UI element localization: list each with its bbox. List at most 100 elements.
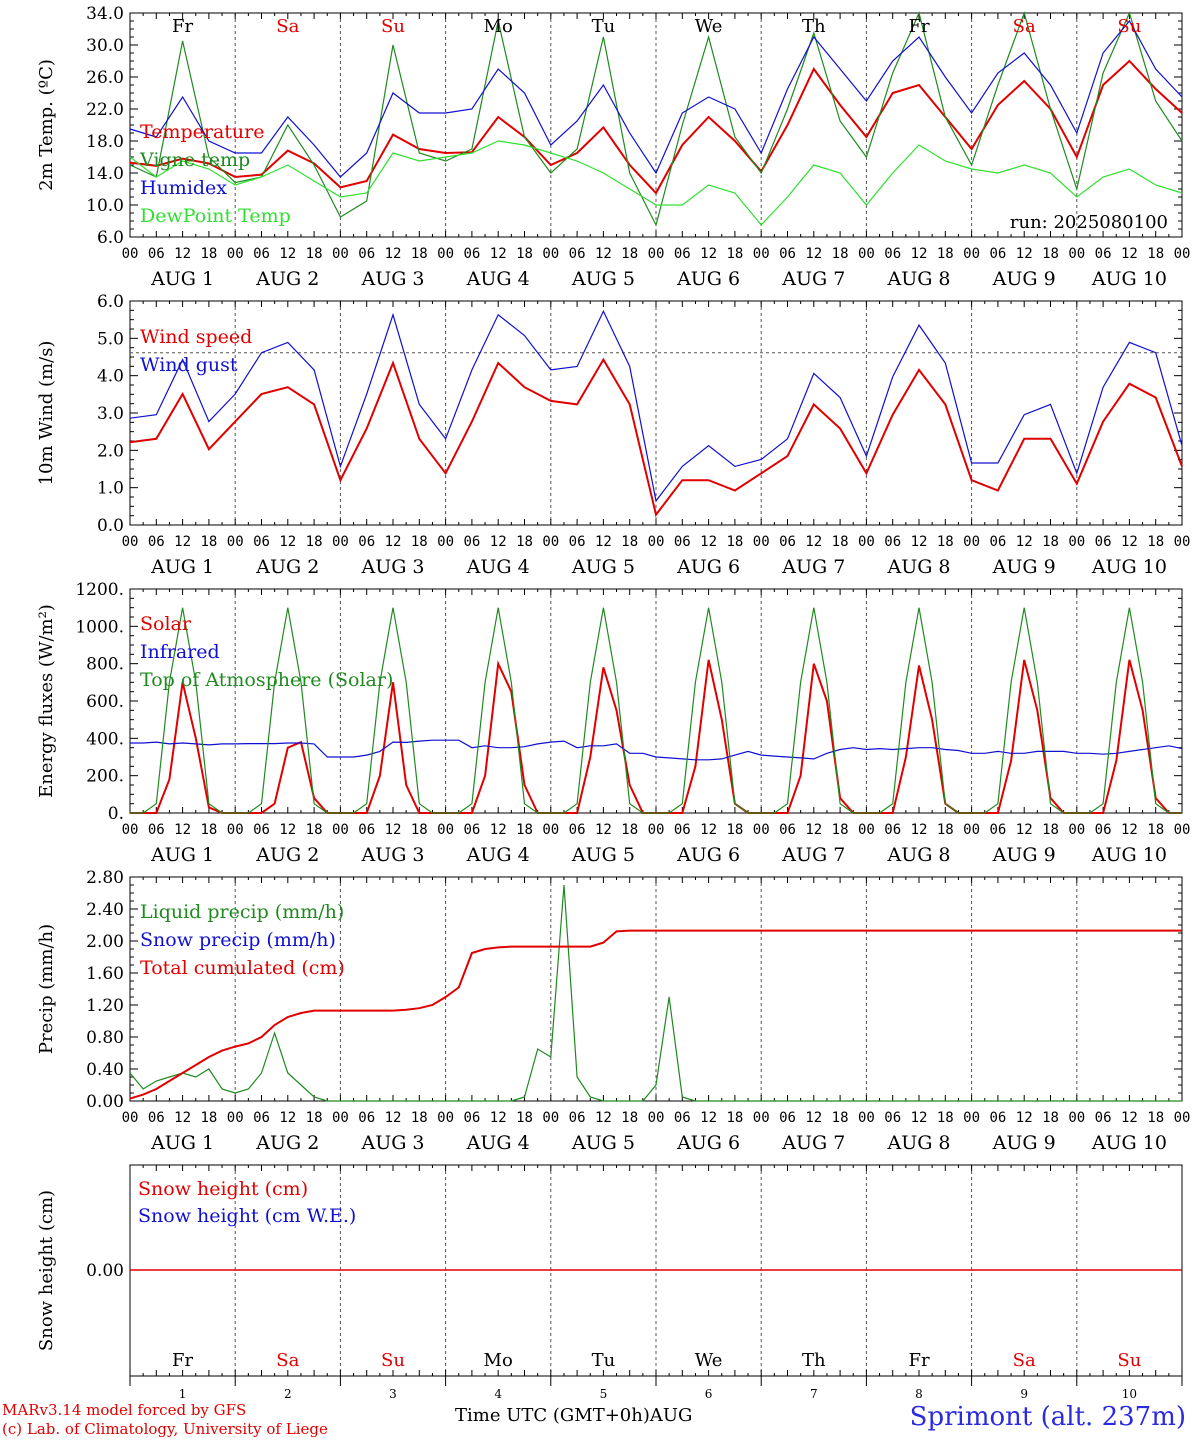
- hour-tick-label: 00: [963, 1110, 980, 1126]
- legend-entry: Snow height (cm): [138, 1178, 308, 1200]
- y-tick-label: 2.80: [86, 868, 124, 888]
- hour-tick-label: 18: [726, 822, 743, 838]
- day-number-label: 2: [284, 1387, 292, 1400]
- series-line-total-cumulated-cm-: [129, 929, 1182, 1100]
- day-abbrev-top: Su: [1117, 16, 1141, 37]
- hour-tick-label: 06: [779, 246, 796, 262]
- hour-tick-label: 12: [490, 1110, 507, 1126]
- y-tick-label: 1200.: [75, 580, 124, 600]
- day-abbrev-bottom: Fr: [172, 1350, 193, 1371]
- hour-tick-label: 06: [148, 534, 165, 550]
- hour-tick-label: 06: [884, 246, 901, 262]
- y-tick-label: 0.80: [86, 1028, 124, 1048]
- legend-entry: Wind gust: [140, 354, 238, 376]
- hour-tick-label: 00: [1068, 534, 1085, 550]
- hour-tick-label: 12: [595, 246, 612, 262]
- hour-tick-label: 00: [227, 1110, 244, 1126]
- hour-tick-label: 12: [174, 534, 191, 550]
- day-abbrev-top: We: [695, 16, 723, 37]
- y-tick-label: 5.0: [97, 329, 124, 349]
- day-abbrev-bottom: Tu: [592, 1350, 616, 1371]
- hour-tick-label: 12: [385, 534, 402, 550]
- day-number-label: 3: [389, 1387, 397, 1400]
- hour-tick-label: 06: [358, 1110, 375, 1126]
- y-tick-label: 2.0: [97, 441, 124, 461]
- day-abbrev-bottom: Fr: [908, 1350, 929, 1371]
- hour-tick-label: 12: [700, 822, 717, 838]
- date-label: AUG 2: [255, 1132, 319, 1154]
- y-tick-label: 14.0: [86, 164, 124, 184]
- y-tick-label: 1.20: [86, 996, 124, 1016]
- hour-tick-label: 00: [332, 246, 349, 262]
- legend-entry: Infrared: [140, 641, 220, 663]
- hour-tick-label: 12: [805, 246, 822, 262]
- hour-tick-label: 18: [621, 822, 638, 838]
- hour-tick-label: 00: [227, 822, 244, 838]
- hour-tick-label: 18: [1147, 822, 1164, 838]
- date-label: AUG 3: [360, 268, 424, 290]
- hour-tick-label: 06: [463, 534, 480, 550]
- hour-tick-label: 12: [1121, 822, 1138, 838]
- hour-tick-label: 12: [805, 1110, 822, 1126]
- date-label: AUG 2: [255, 844, 319, 866]
- hour-tick-label: 06: [989, 822, 1006, 838]
- day-abbrev-bottom: Su: [1117, 1350, 1141, 1371]
- hour-tick-label: 18: [726, 534, 743, 550]
- hour-tick-label: 00: [753, 822, 770, 838]
- date-label: AUG 8: [886, 1132, 950, 1154]
- legend-entry: Solar: [140, 613, 192, 635]
- day-abbrev-bottom: Sa: [1013, 1350, 1036, 1371]
- legend-entry: Vigne temp: [139, 149, 250, 171]
- hour-tick-label: 12: [490, 534, 507, 550]
- date-label: AUG 7: [781, 268, 845, 290]
- legend-entry: Liquid precip (mm/h): [140, 901, 344, 923]
- legend-entry: Snow height (cm W.E.): [138, 1205, 356, 1227]
- hour-tick-label: 18: [516, 1110, 533, 1126]
- hour-tick-label: 12: [385, 822, 402, 838]
- hour-tick-label: 06: [358, 246, 375, 262]
- day-number-label: 10: [1122, 1387, 1137, 1400]
- hour-tick-label: 00: [963, 822, 980, 838]
- hour-tick-label: 18: [306, 822, 323, 838]
- y-tick-label: 34.0: [86, 4, 124, 24]
- day-abbrev-top: Mo: [484, 16, 513, 37]
- hour-tick-label: 06: [148, 822, 165, 838]
- hour-tick-label: 18: [1147, 534, 1164, 550]
- hour-tick-label: 00: [1174, 246, 1191, 262]
- day-number-label: 8: [915, 1387, 923, 1400]
- date-label: AUG 7: [781, 1132, 845, 1154]
- legend-entry: Top of Atmosphere (Solar): [140, 669, 393, 691]
- hour-tick-label: 06: [1095, 246, 1112, 262]
- hour-tick-label: 00: [122, 822, 139, 838]
- y-axis-label: 10m Wind (m/s): [36, 341, 57, 486]
- lab-credit: (c) Lab. of Climatology, University of L…: [2, 1420, 328, 1438]
- date-label: AUG 5: [571, 556, 635, 578]
- day-abbrev-bottom: Sa: [276, 1350, 299, 1371]
- hour-tick-label: 12: [174, 246, 191, 262]
- date-label: AUG 3: [360, 556, 424, 578]
- legend-entry: Total cumulated (cm): [140, 957, 345, 979]
- hour-tick-label: 12: [911, 246, 928, 262]
- date-label: AUG 7: [781, 844, 845, 866]
- date-label: AUG 10: [1091, 844, 1167, 866]
- day-abbrev-top: Fr: [172, 16, 193, 37]
- hour-tick-label: 00: [542, 246, 559, 262]
- date-label: AUG 5: [571, 1132, 635, 1154]
- day-number-label: 5: [600, 1387, 608, 1400]
- legend-entry: DewPoint Temp: [140, 205, 291, 227]
- y-tick-label: 0.0: [97, 516, 124, 536]
- date-label: AUG 9: [992, 844, 1056, 866]
- y-tick-label: 22.0: [86, 100, 124, 120]
- day-number-label: 7: [810, 1387, 818, 1400]
- hour-tick-label: 00: [963, 534, 980, 550]
- hour-tick-label: 00: [648, 246, 665, 262]
- series-line-top-of-atmosphere-solar-: [130, 607, 1182, 814]
- hour-tick-label: 18: [832, 1110, 849, 1126]
- legend-entry: Humidex: [140, 177, 227, 199]
- hour-tick-label: 18: [621, 534, 638, 550]
- hour-tick-label: 12: [805, 822, 822, 838]
- date-label: AUG 1: [150, 1132, 214, 1154]
- hour-tick-label: 12: [911, 1110, 928, 1126]
- hour-tick-label: 18: [621, 1110, 638, 1126]
- hour-tick-label: 00: [753, 534, 770, 550]
